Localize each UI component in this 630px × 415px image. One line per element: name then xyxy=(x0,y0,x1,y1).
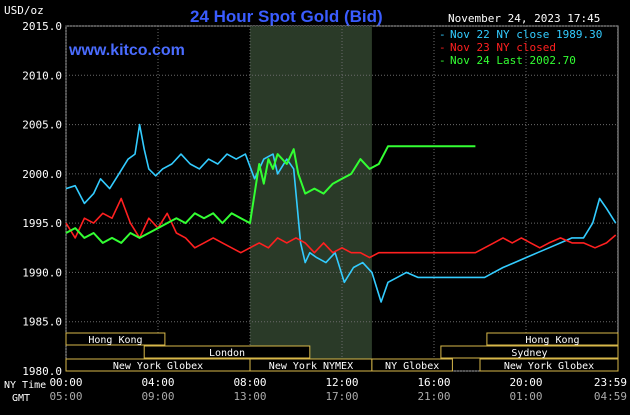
session-bar xyxy=(65,332,166,346)
timestamp: November 24, 2023 17:45 xyxy=(448,12,600,25)
y-tick-label: 1980.0 xyxy=(22,365,62,378)
x-tick-label-gmt: 05:00 xyxy=(49,390,82,403)
session-label: New York Globex xyxy=(113,361,203,372)
chart-title: 24 Hour Spot Gold (Bid) xyxy=(190,7,383,26)
session-label: London xyxy=(209,348,245,359)
y-tick-label: 2005.0 xyxy=(22,119,62,132)
y-axis-label: USD/oz xyxy=(4,4,44,17)
price-series xyxy=(65,123,617,303)
y-tick-label: 2000.0 xyxy=(22,168,62,181)
x-tick-label-ny: 00:00 xyxy=(49,376,82,389)
x-tick-label-gmt: 13:00 xyxy=(233,390,266,403)
ny-time-row-label: NY Time xyxy=(4,380,46,391)
x-tick-label-gmt: 04:59 xyxy=(594,390,627,403)
series-line-2 xyxy=(65,197,617,259)
x-tick-label-ny: 08:00 xyxy=(233,376,266,389)
x-tick-label-gmt: 17:00 xyxy=(325,390,358,403)
axes: 2015.0 2010.0 2005.0 2000.0 1995.0 1990.0 1985… xyxy=(22,20,627,403)
x-tick-label-gmt: 21:00 xyxy=(417,390,450,403)
y-tick-label: 2010.0 xyxy=(22,69,62,82)
x-tick-label-gmt: 01:00 xyxy=(509,390,542,403)
session-label: Hong Kong xyxy=(88,335,142,346)
series-line-3 xyxy=(65,145,476,244)
legend-marker-nov23: - xyxy=(439,41,446,54)
y-tick-label: 1990.0 xyxy=(22,266,62,279)
x-tick-label-ny: 04:00 xyxy=(141,376,174,389)
x-tick-label-ny: 20:00 xyxy=(509,376,542,389)
legend-marker-nov22: - xyxy=(439,28,446,41)
session-bar xyxy=(440,345,619,359)
legend: - Nov 22 NY close 1989.30 - Nov 23 NY cl… xyxy=(439,28,602,67)
ny-session-shade xyxy=(250,26,372,371)
legend-item-nov24: Nov 24 Last 2002.70 xyxy=(450,54,576,67)
x-tick-label-ny: 16:00 xyxy=(417,376,450,389)
session-bar xyxy=(371,358,453,372)
session-label: New York NYMEX xyxy=(269,361,353,372)
series-line-1 xyxy=(65,123,617,303)
x-tick-label-gmt: 09:00 xyxy=(141,390,174,403)
market-session-bars: Hong Kong Hong Kong London Sydney New York G… xyxy=(65,332,619,372)
session-label: New York Globex xyxy=(504,361,594,372)
session-bar xyxy=(143,345,311,359)
x-tick-label-ny: 23:59 xyxy=(594,376,627,389)
session-bar xyxy=(486,332,619,346)
website-watermark: www.kitco.com xyxy=(68,42,185,59)
session-label: Hong Kong xyxy=(525,335,579,346)
y-tick-label: 1985.0 xyxy=(22,316,62,329)
session-bar xyxy=(479,358,619,372)
legend-item-nov23: Nov 23 NY closed xyxy=(450,41,556,54)
legend-marker-nov24: - xyxy=(439,54,446,67)
y-tick-label: 1995.0 xyxy=(22,217,62,230)
shaded-session xyxy=(250,26,372,371)
x-tick-label-ny: 12:00 xyxy=(325,376,358,389)
legend-item-nov22: Nov 22 NY close 1989.30 xyxy=(450,28,602,41)
y-tick-label: 2015.0 xyxy=(22,20,62,33)
session-label: NY Globex xyxy=(385,361,439,372)
session-label: Sydney xyxy=(511,348,547,359)
gmt-row-label: GMT xyxy=(12,393,30,404)
